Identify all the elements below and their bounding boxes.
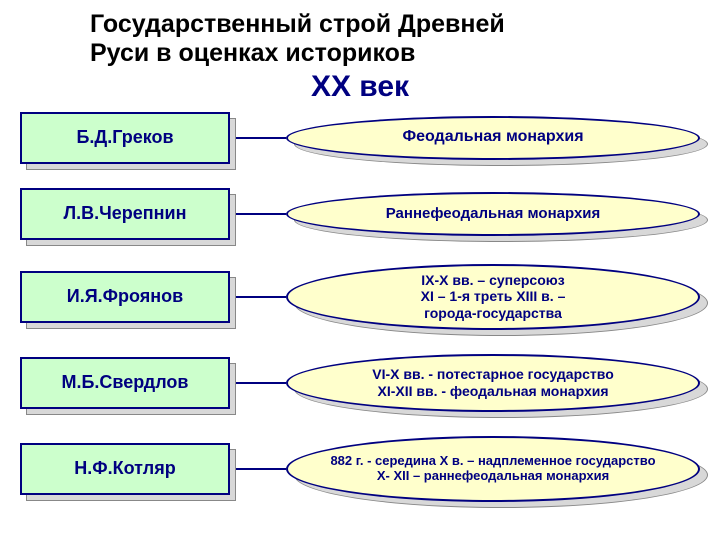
description-ellipse: VI-X вв. - потестарное государство XI-XI…	[286, 354, 700, 412]
historian-name-wrap: И.Я.Фроянов	[20, 271, 230, 323]
historian-name-wrap: Н.Ф.Котляр	[20, 443, 230, 495]
row-1: Л.В.Черепнин Раннефеодальная монархия	[20, 188, 700, 240]
historian-name-wrap: Л.В.Черепнин	[20, 188, 230, 240]
historian-name: И.Я.Фроянов	[20, 271, 230, 323]
rows-container: Б.Д.Греков Феодальная монархия Л.В.Черепни…	[0, 112, 720, 502]
connector-line	[236, 468, 286, 470]
historian-name: Н.Ф.Котляр	[20, 443, 230, 495]
connector-line	[236, 213, 286, 215]
historian-name: Л.В.Черепнин	[20, 188, 230, 240]
description-wrap: 882 г. - середина X в. – надплеменное го…	[286, 436, 700, 502]
row-0: Б.Д.Греков Феодальная монархия	[20, 112, 700, 164]
connector-line	[236, 296, 286, 298]
historian-name-wrap: М.Б.Свердлов	[20, 357, 230, 409]
title-line-1: Государственный строй Древней	[90, 10, 680, 39]
description-wrap: Раннефеодальная монархия	[286, 192, 700, 236]
row-4: Н.Ф.Котляр 882 г. - середина X в. – надпл…	[20, 436, 700, 502]
subtitle: XX век	[40, 70, 680, 104]
description-wrap: IX-X вв. – суперсоюз XI – 1-я треть XIII…	[286, 264, 700, 330]
description-ellipse: IX-X вв. – суперсоюз XI – 1-я треть XIII…	[286, 264, 700, 330]
historian-name: М.Б.Свердлов	[20, 357, 230, 409]
description-ellipse: Раннефеодальная монархия	[286, 192, 700, 236]
connector-line	[236, 382, 286, 384]
connector-line	[236, 137, 286, 139]
description-wrap: VI-X вв. - потестарное государство XI-XI…	[286, 354, 700, 412]
description-ellipse: 882 г. - середина X в. – надплеменное го…	[286, 436, 700, 502]
description-ellipse: Феодальная монархия	[286, 116, 700, 160]
row-3: М.Б.Свердлов VI-X вв. - потестарное госуд…	[20, 354, 700, 412]
row-2: И.Я.Фроянов IX-X вв. – суперсоюз XI – 1-я…	[20, 264, 700, 330]
description-wrap: Феодальная монархия	[286, 116, 700, 160]
title-line-2: Руси в оценках историков	[90, 39, 680, 68]
historian-name: Б.Д.Греков	[20, 112, 230, 164]
historian-name-wrap: Б.Д.Греков	[20, 112, 230, 164]
title-block: Государственный строй Древней Руси в оце…	[0, 0, 720, 104]
